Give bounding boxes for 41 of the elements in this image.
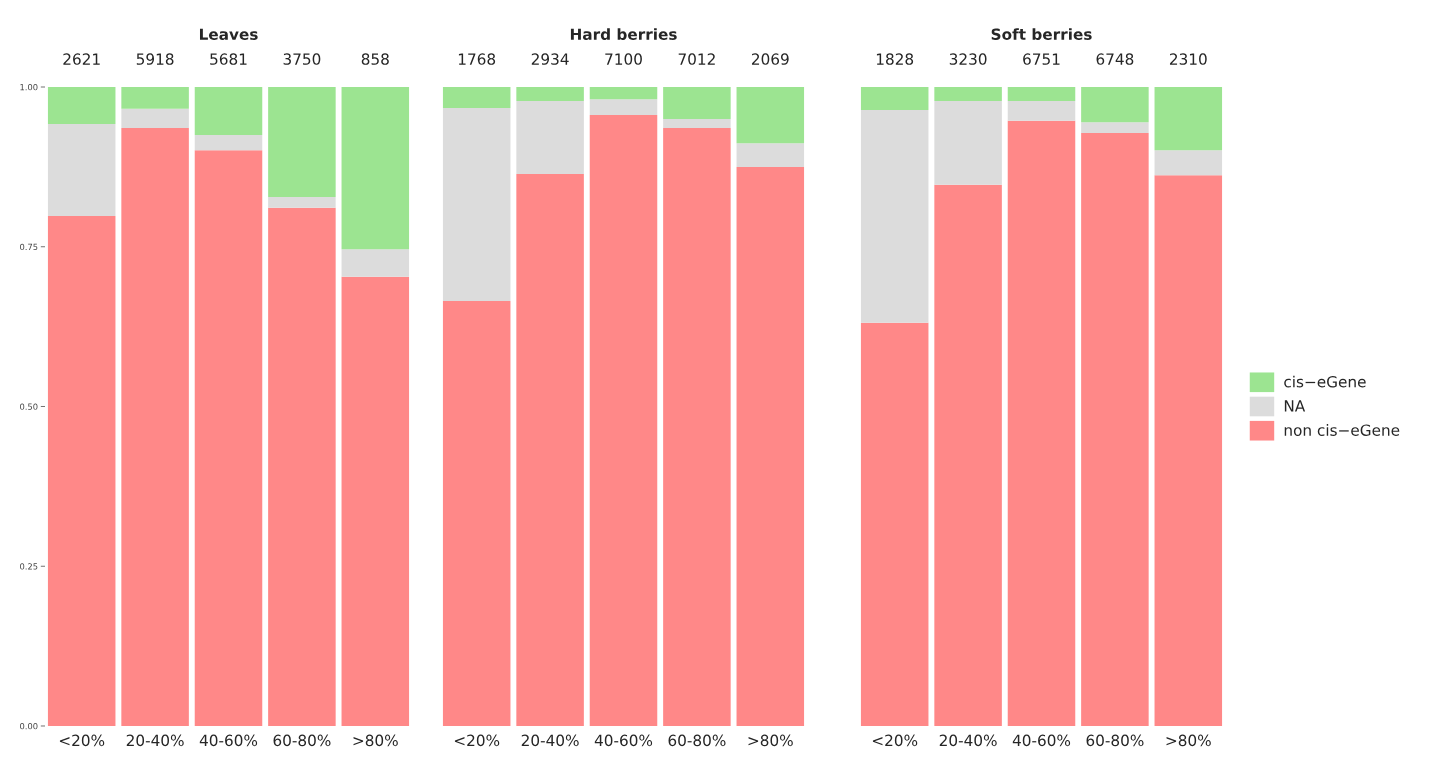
text: 1828	[876, 53, 914, 65]
x-tick-label: >80%	[1166, 734, 1211, 747]
y-tick-label: 1.00	[20, 83, 38, 91]
legend-label: non cis−eGene	[1284, 424, 1400, 436]
chart-title: Leaves	[199, 28, 258, 40]
y-tick-label: 0.00	[20, 722, 38, 730]
text: 5681	[210, 53, 247, 65]
chart-title: Hard berries	[570, 28, 677, 40]
x-tick-label: <20%	[59, 734, 105, 747]
text: 1768	[458, 53, 496, 65]
x-tick-label: 40-60%	[199, 734, 258, 747]
legend-label: cis−eGene	[1284, 375, 1366, 388]
text: 3230	[949, 53, 987, 65]
text: 3750	[283, 53, 321, 65]
x-tick-label: >80%	[353, 734, 398, 747]
text: 2934	[531, 53, 569, 65]
text: 858	[361, 53, 389, 65]
x-tick-label: 60-80%	[1086, 734, 1144, 747]
y-tick-label: 0.75	[20, 243, 38, 251]
x-tick-label: 60-80%	[668, 734, 726, 747]
text: 6748	[1096, 53, 1134, 65]
text: 2069	[751, 53, 789, 65]
text: 2310	[1169, 53, 1207, 65]
y-tick-label: 0.25	[20, 563, 38, 570]
x-tick-label: 40-60%	[1012, 734, 1071, 747]
x-tick-label: <20%	[872, 734, 918, 747]
x-tick-label: 20-40%	[939, 734, 997, 747]
text: 6751	[1023, 53, 1060, 65]
y-tick-label: 0.50	[20, 403, 38, 410]
x-tick-label: 20-40%	[521, 734, 579, 747]
x-tick-label: 20-40%	[126, 734, 184, 747]
text: 2621	[63, 53, 100, 65]
chart-title: Soft berries	[991, 28, 1092, 40]
text: 7012	[678, 53, 715, 65]
text: 5918	[136, 53, 174, 65]
x-tick-label: <20%	[454, 734, 500, 747]
x-tick-label: 40-60%	[594, 734, 653, 747]
x-tick-label: >80%	[748, 734, 793, 747]
legend-label: NA	[1284, 400, 1306, 412]
text: 7100	[605, 53, 642, 65]
x-tick-label: 60-80%	[273, 734, 331, 747]
